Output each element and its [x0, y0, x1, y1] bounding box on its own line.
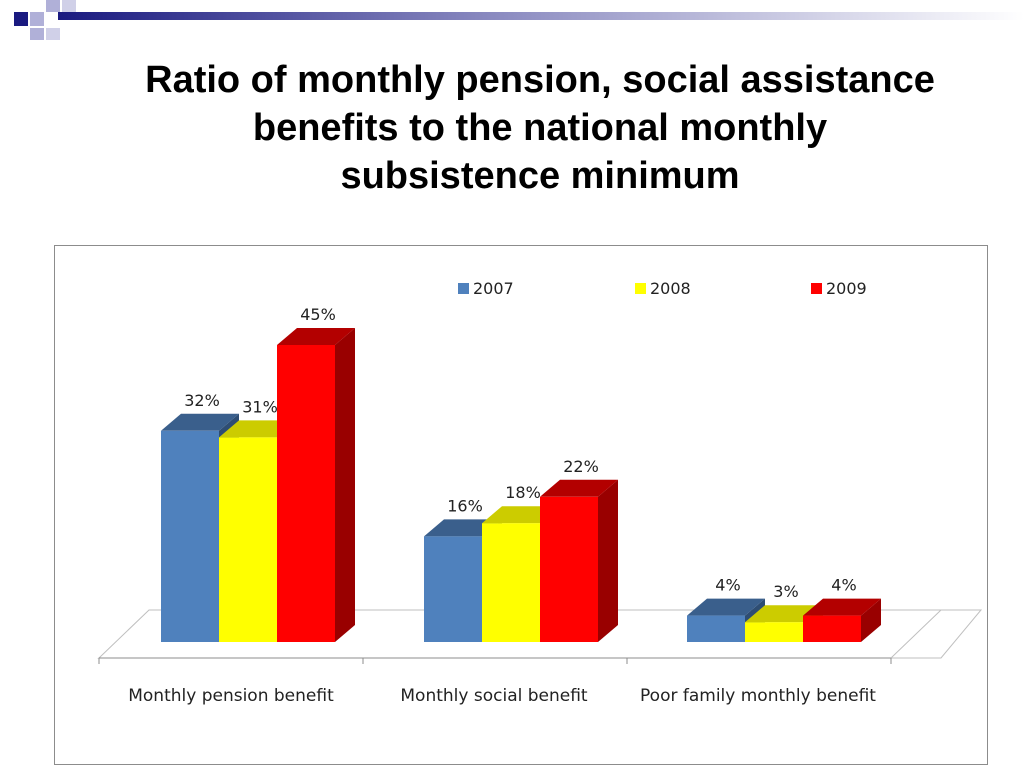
slide-title-line: subsistence minimum	[340, 155, 740, 197]
bar-top	[803, 598, 881, 616]
legend-swatch	[458, 283, 469, 294]
bar-side	[335, 328, 355, 642]
data-label: 45%	[300, 305, 336, 324]
deco-square	[62, 0, 76, 12]
chart-frame: 32% 31% 45% Monthly pension benefit 16% 18% 22…	[54, 245, 988, 765]
data-label: 31%	[242, 397, 278, 416]
bar	[277, 345, 335, 642]
legend-swatch	[635, 283, 646, 294]
bar	[745, 622, 803, 642]
bar	[482, 523, 540, 642]
deco-square	[46, 28, 60, 40]
slide-title: Ratio of monthly pension, social assista…	[60, 56, 1020, 200]
deco-gradient-bar	[58, 12, 1024, 20]
deco-square	[30, 12, 44, 26]
legend-swatch	[811, 283, 822, 294]
data-label: 16%	[447, 496, 483, 515]
category-label: Monthly social benefit	[400, 686, 588, 706]
slide-title-line: Ratio of monthly pension, social assista…	[145, 59, 935, 101]
bar-top	[277, 328, 355, 345]
bar-top	[540, 479, 618, 497]
bar-top	[161, 413, 239, 431]
category-label: Monthly pension benefit	[128, 686, 334, 706]
bar	[219, 437, 277, 642]
slide-title-line: benefits to the national monthly	[252, 107, 828, 149]
data-label: 32%	[184, 391, 220, 410]
data-label: 3%	[773, 582, 798, 601]
legend-label: 2009	[826, 279, 867, 298]
deco-square	[46, 0, 60, 12]
bar-chart: 32% 31% 45% Monthly pension benefit 16% 18% 22…	[97, 279, 983, 706]
corner-decoration	[14, 0, 1024, 40]
bar-side	[861, 598, 881, 642]
bar	[687, 615, 745, 642]
bar	[540, 496, 598, 642]
data-label: 4%	[831, 576, 856, 595]
bar-top	[687, 598, 765, 616]
bar-side	[598, 479, 618, 642]
bar	[161, 430, 219, 642]
data-label: 22%	[563, 457, 599, 476]
legend-label: 2008	[650, 279, 691, 298]
bar	[803, 615, 861, 642]
data-label: 18%	[505, 483, 541, 502]
legend-label: 2007	[473, 279, 514, 298]
deco-square	[30, 28, 44, 40]
bar	[424, 536, 482, 642]
deco-square	[14, 12, 28, 26]
category-label: Poor family monthly benefit	[640, 686, 876, 706]
data-label: 4%	[715, 576, 740, 595]
